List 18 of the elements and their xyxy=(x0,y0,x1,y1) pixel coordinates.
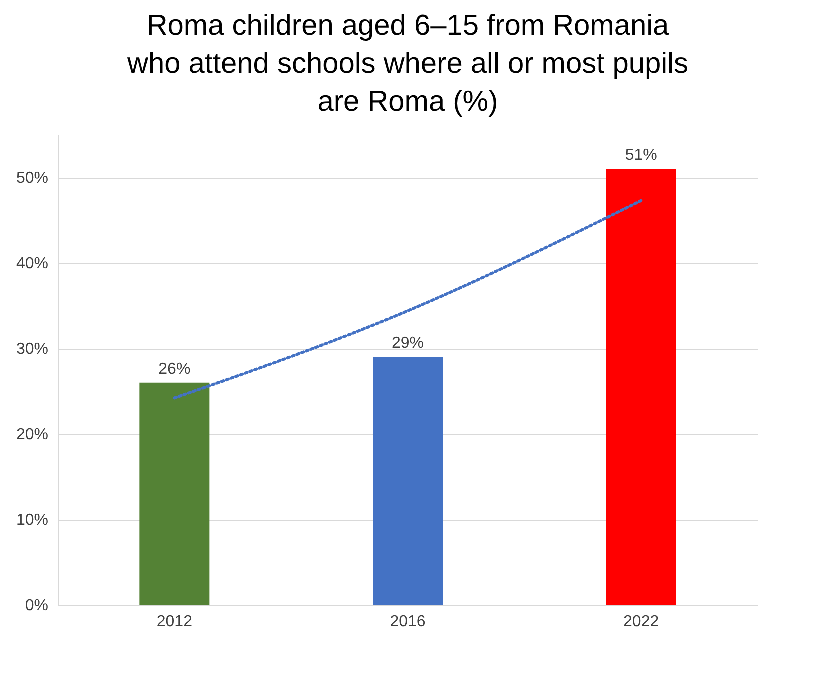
text: are Roma (%) xyxy=(318,86,498,118)
data-label: 29% xyxy=(392,335,424,352)
y-tick-label: 40% xyxy=(16,256,48,273)
y-tick-label: 0% xyxy=(25,598,48,614)
data-label: 51% xyxy=(625,147,658,164)
text: who attend schools where all or most pupils xyxy=(128,48,688,80)
y-tick-label: 50% xyxy=(16,170,48,188)
x-tick-label: 2022 xyxy=(624,614,660,630)
bar xyxy=(606,169,676,605)
y-tick-label: 20% xyxy=(16,426,48,444)
x-tick-label: 2012 xyxy=(156,614,193,630)
bar xyxy=(373,357,443,605)
text: Roma children aged 6–15 from Romania xyxy=(146,10,670,42)
bar xyxy=(140,382,210,605)
data-label: 26% xyxy=(158,360,191,378)
y-tick-label: 10% xyxy=(16,512,48,530)
x-tick-label: 2016 xyxy=(390,614,426,630)
y-tick-label: 30% xyxy=(16,341,48,358)
